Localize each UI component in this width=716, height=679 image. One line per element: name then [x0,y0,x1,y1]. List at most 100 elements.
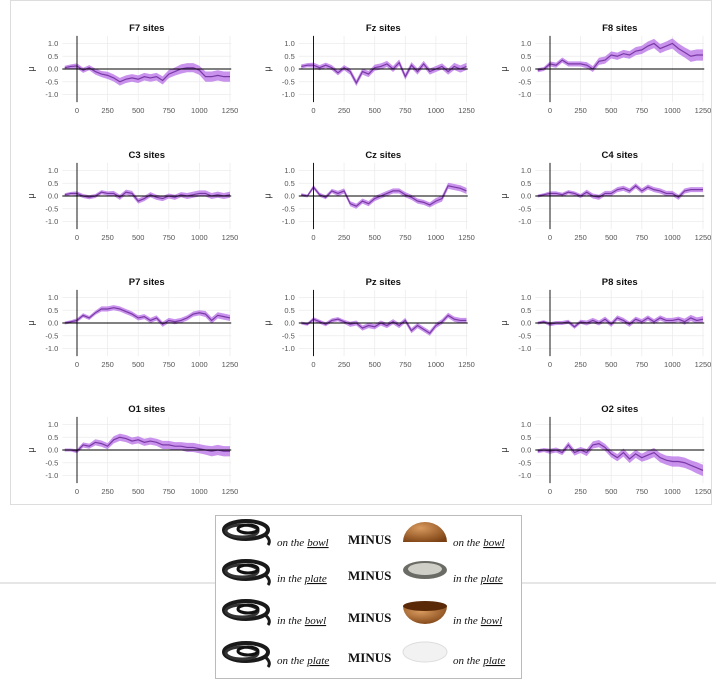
mean-line [537,442,704,471]
y-tick-label: -0.5 [518,331,531,340]
condition-phrase: in the bowl [453,615,502,627]
chart-title: F8 sites [602,23,637,34]
x-tick-label: 1000 [191,106,208,115]
x-tick-label: 750 [163,106,176,115]
y-tick-label: 0.0 [284,319,294,328]
x-tick-label: 0 [548,106,552,115]
chart-panel: Cz sites μ 1.0 0.5 0.0 -0.5 -1.0 0 250 500 750 1000… [263,150,475,242]
mean-line [64,436,230,452]
y-axis-label: μ [263,193,273,198]
chart-title: Fz sites [366,23,401,34]
y-tick-label: 0.0 [521,192,531,201]
y-tick-label: -1.0 [45,344,58,353]
x-tick-label: 0 [311,360,315,369]
chart-panel: C4 sites μ 1.0 0.5 0.0 -0.5 -1.0 0 250 500 750 1000… [499,150,711,242]
x-tick-label: 500 [132,487,145,496]
preposition: in the [277,615,302,627]
x-tick-label: 750 [636,233,649,242]
x-tick-label: 1250 [222,233,239,242]
bowl-upside-down-image [403,522,447,542]
minus-label: MINUS [348,568,391,583]
x-tick-label: 1000 [191,487,208,496]
y-axis-label: μ [26,193,36,198]
y-tick-label: 1.0 [48,166,58,175]
y-tick-label: -1.0 [45,471,58,480]
white-plate-image [402,641,448,663]
chart-title: C4 sites [602,150,638,161]
condition-phrase: on the plate [277,655,329,667]
x-tick-label: 0 [75,233,79,242]
preposition: in the [453,615,478,627]
x-tick-label: 1000 [428,106,445,115]
y-tick-label: 1.0 [284,166,294,175]
y-tick-label: -1.0 [518,90,531,99]
minus-label: MINUS [348,532,391,547]
error-band [537,440,703,477]
preposition: on the [453,655,480,667]
y-axis-label: μ [263,320,273,325]
x-tick-label: 250 [338,106,351,115]
y-tick-label: 0.5 [521,52,531,61]
y-tick-label: -0.5 [45,331,58,340]
x-tick-label: 250 [338,360,351,369]
bowl-image [403,606,447,624]
chart-panel: O1 sites μ 1.0 0.5 0.0 -0.5 -1.0 0 250 500 750 1000… [26,404,238,496]
x-tick-label: 0 [75,360,79,369]
x-tick-label: 250 [101,487,114,496]
y-tick-label: 0.5 [284,52,294,61]
y-axis-label: μ [499,320,509,325]
x-tick-label: 750 [636,487,649,496]
x-tick-label: 250 [101,106,114,115]
x-tick-label: 0 [75,106,79,115]
plate-image-inner [408,563,442,575]
condition-phrase: on the bowl [453,537,505,549]
y-tick-label: 0.0 [521,446,531,455]
chart-title: P8 sites [602,277,638,288]
x-tick-label: 500 [605,487,618,496]
y-tick-label: 0.5 [521,179,531,188]
y-tick-label: 0.5 [521,306,531,315]
x-tick-label: 0 [548,360,552,369]
x-tick-label: 1250 [695,360,712,369]
x-tick-label: 1000 [664,487,681,496]
y-tick-label: 0.5 [284,306,294,315]
y-tick-label: 0.0 [48,65,58,74]
x-tick-label: 250 [574,360,587,369]
charts: F7 sites μ 1.0 0.5 0.0 -0.5 -1.0 0 250 500 750 1000… [26,23,711,496]
y-tick-label: 0.0 [521,319,531,328]
y-axis-label: μ [26,447,36,452]
x-tick-label: 250 [101,233,114,242]
y-tick-label: 0.0 [48,192,58,201]
noun: plate [480,573,503,585]
x-tick-label: 1000 [664,106,681,115]
condition-phrase: in the plate [277,573,327,585]
y-tick-label: 0.0 [48,319,58,328]
x-tick-label: 750 [163,233,176,242]
x-tick-label: 500 [132,360,145,369]
x-tick-label: 1000 [664,233,681,242]
noun: plate [304,573,327,585]
x-tick-label: 1250 [695,487,712,496]
y-tick-label: -0.5 [518,77,531,86]
x-tick-label: 250 [101,360,114,369]
y-tick-label: -1.0 [518,217,531,226]
y-tick-label: 1.0 [521,166,531,175]
y-tick-label: 0.5 [521,433,531,442]
x-tick-label: 0 [311,233,315,242]
chart-panel: P8 sites μ 1.0 0.5 0.0 -0.5 -1.0 0 250 500 750 1000… [499,277,711,369]
x-tick-label: 1000 [191,233,208,242]
mean-line [301,314,467,334]
x-tick-label: 750 [399,360,412,369]
chart-panel: Pz sites μ 1.0 0.5 0.0 -0.5 -1.0 0 250 500 750 1000… [263,277,475,369]
x-tick-label: 750 [163,487,176,496]
chart-panel: O2 sites μ 1.0 0.5 0.0 -0.5 -1.0 0 250 500 750 1000… [499,404,711,496]
y-tick-label: 1.0 [48,420,58,429]
noun: plate [482,655,505,667]
y-tick-label: 0.5 [48,433,58,442]
y-tick-label: -1.0 [45,90,58,99]
preposition: in the [453,573,478,585]
preposition: on the [277,655,304,667]
x-tick-label: 500 [368,360,381,369]
x-tick-label: 1000 [428,233,445,242]
y-tick-label: -1.0 [282,217,295,226]
